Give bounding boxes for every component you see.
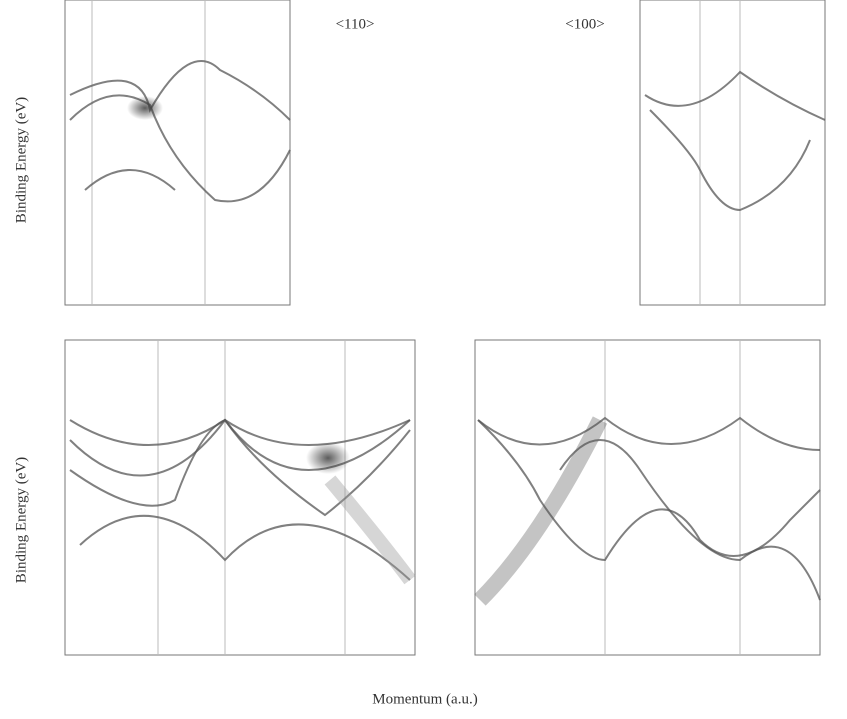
panel-title: <110> (336, 16, 375, 32)
x-axis-label: Momentum (a.u.) (372, 691, 477, 707)
panel-title: <100> (565, 16, 604, 32)
panel-top-right (639, 0, 826, 306)
y-axis-label: Binding Energy (eV) (13, 97, 29, 223)
panel-bottom-left (64, 339, 416, 656)
panel-bottom-right (474, 339, 821, 656)
y-axis-label: Binding Energy (eV) (13, 457, 29, 583)
panel-top-left (64, 0, 291, 306)
